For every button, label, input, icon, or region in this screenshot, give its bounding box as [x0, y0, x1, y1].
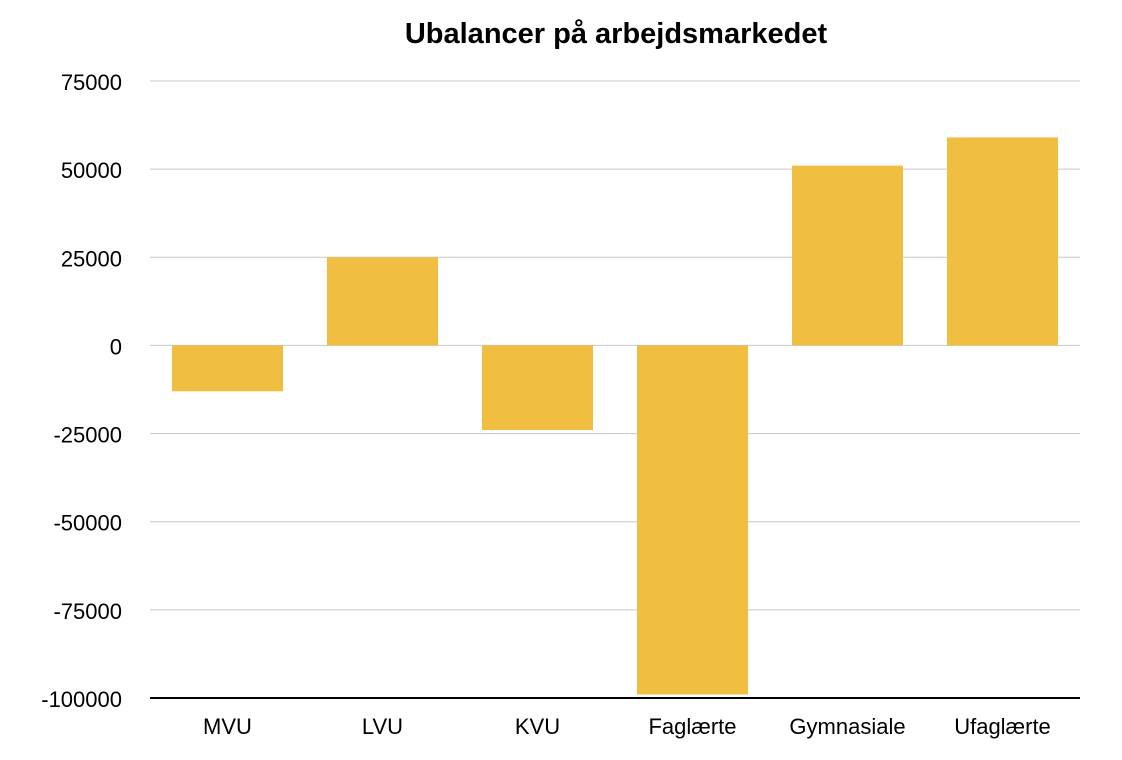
gridlines: [150, 80, 1080, 611]
bars: [172, 137, 1058, 695]
y-tick-label: -25000: [53, 423, 122, 448]
x-tick-labels: MVU LVU KVU Faglærte Gymnasiale Ufaglærte: [203, 714, 1051, 739]
bar-gymnasiale: [792, 165, 903, 346]
x-tick-label: MVU: [203, 714, 252, 739]
bar-ufaglærte: [947, 137, 1058, 346]
bar-kvu: [482, 345, 593, 431]
x-tick-label: Faglærte: [648, 714, 736, 739]
y-tick-label: 75000: [61, 70, 122, 95]
x-tick-label: Ufaglærte: [954, 714, 1051, 739]
y-tick-label: 0: [110, 334, 122, 359]
x-tick-label: LVU: [362, 714, 403, 739]
bar-faglærte: [637, 345, 748, 695]
x-tick-label: Gymnasiale: [789, 714, 905, 739]
y-tick-label: -50000: [53, 511, 122, 536]
y-tick-label: -100000: [41, 687, 122, 712]
y-tick-label: 25000: [61, 246, 122, 271]
bar-lvu: [327, 257, 438, 346]
x-tick-label: KVU: [515, 714, 560, 739]
bar-mvu: [172, 345, 283, 392]
y-tick-labels: 75000 50000 25000 0 -25000 -50000 -75000 -10000…: [41, 70, 122, 712]
chart-title: Ubalancer på arbejdsmarkedet: [404, 18, 828, 50]
y-tick-label: 50000: [61, 158, 122, 183]
y-tick-label: -75000: [53, 599, 122, 624]
